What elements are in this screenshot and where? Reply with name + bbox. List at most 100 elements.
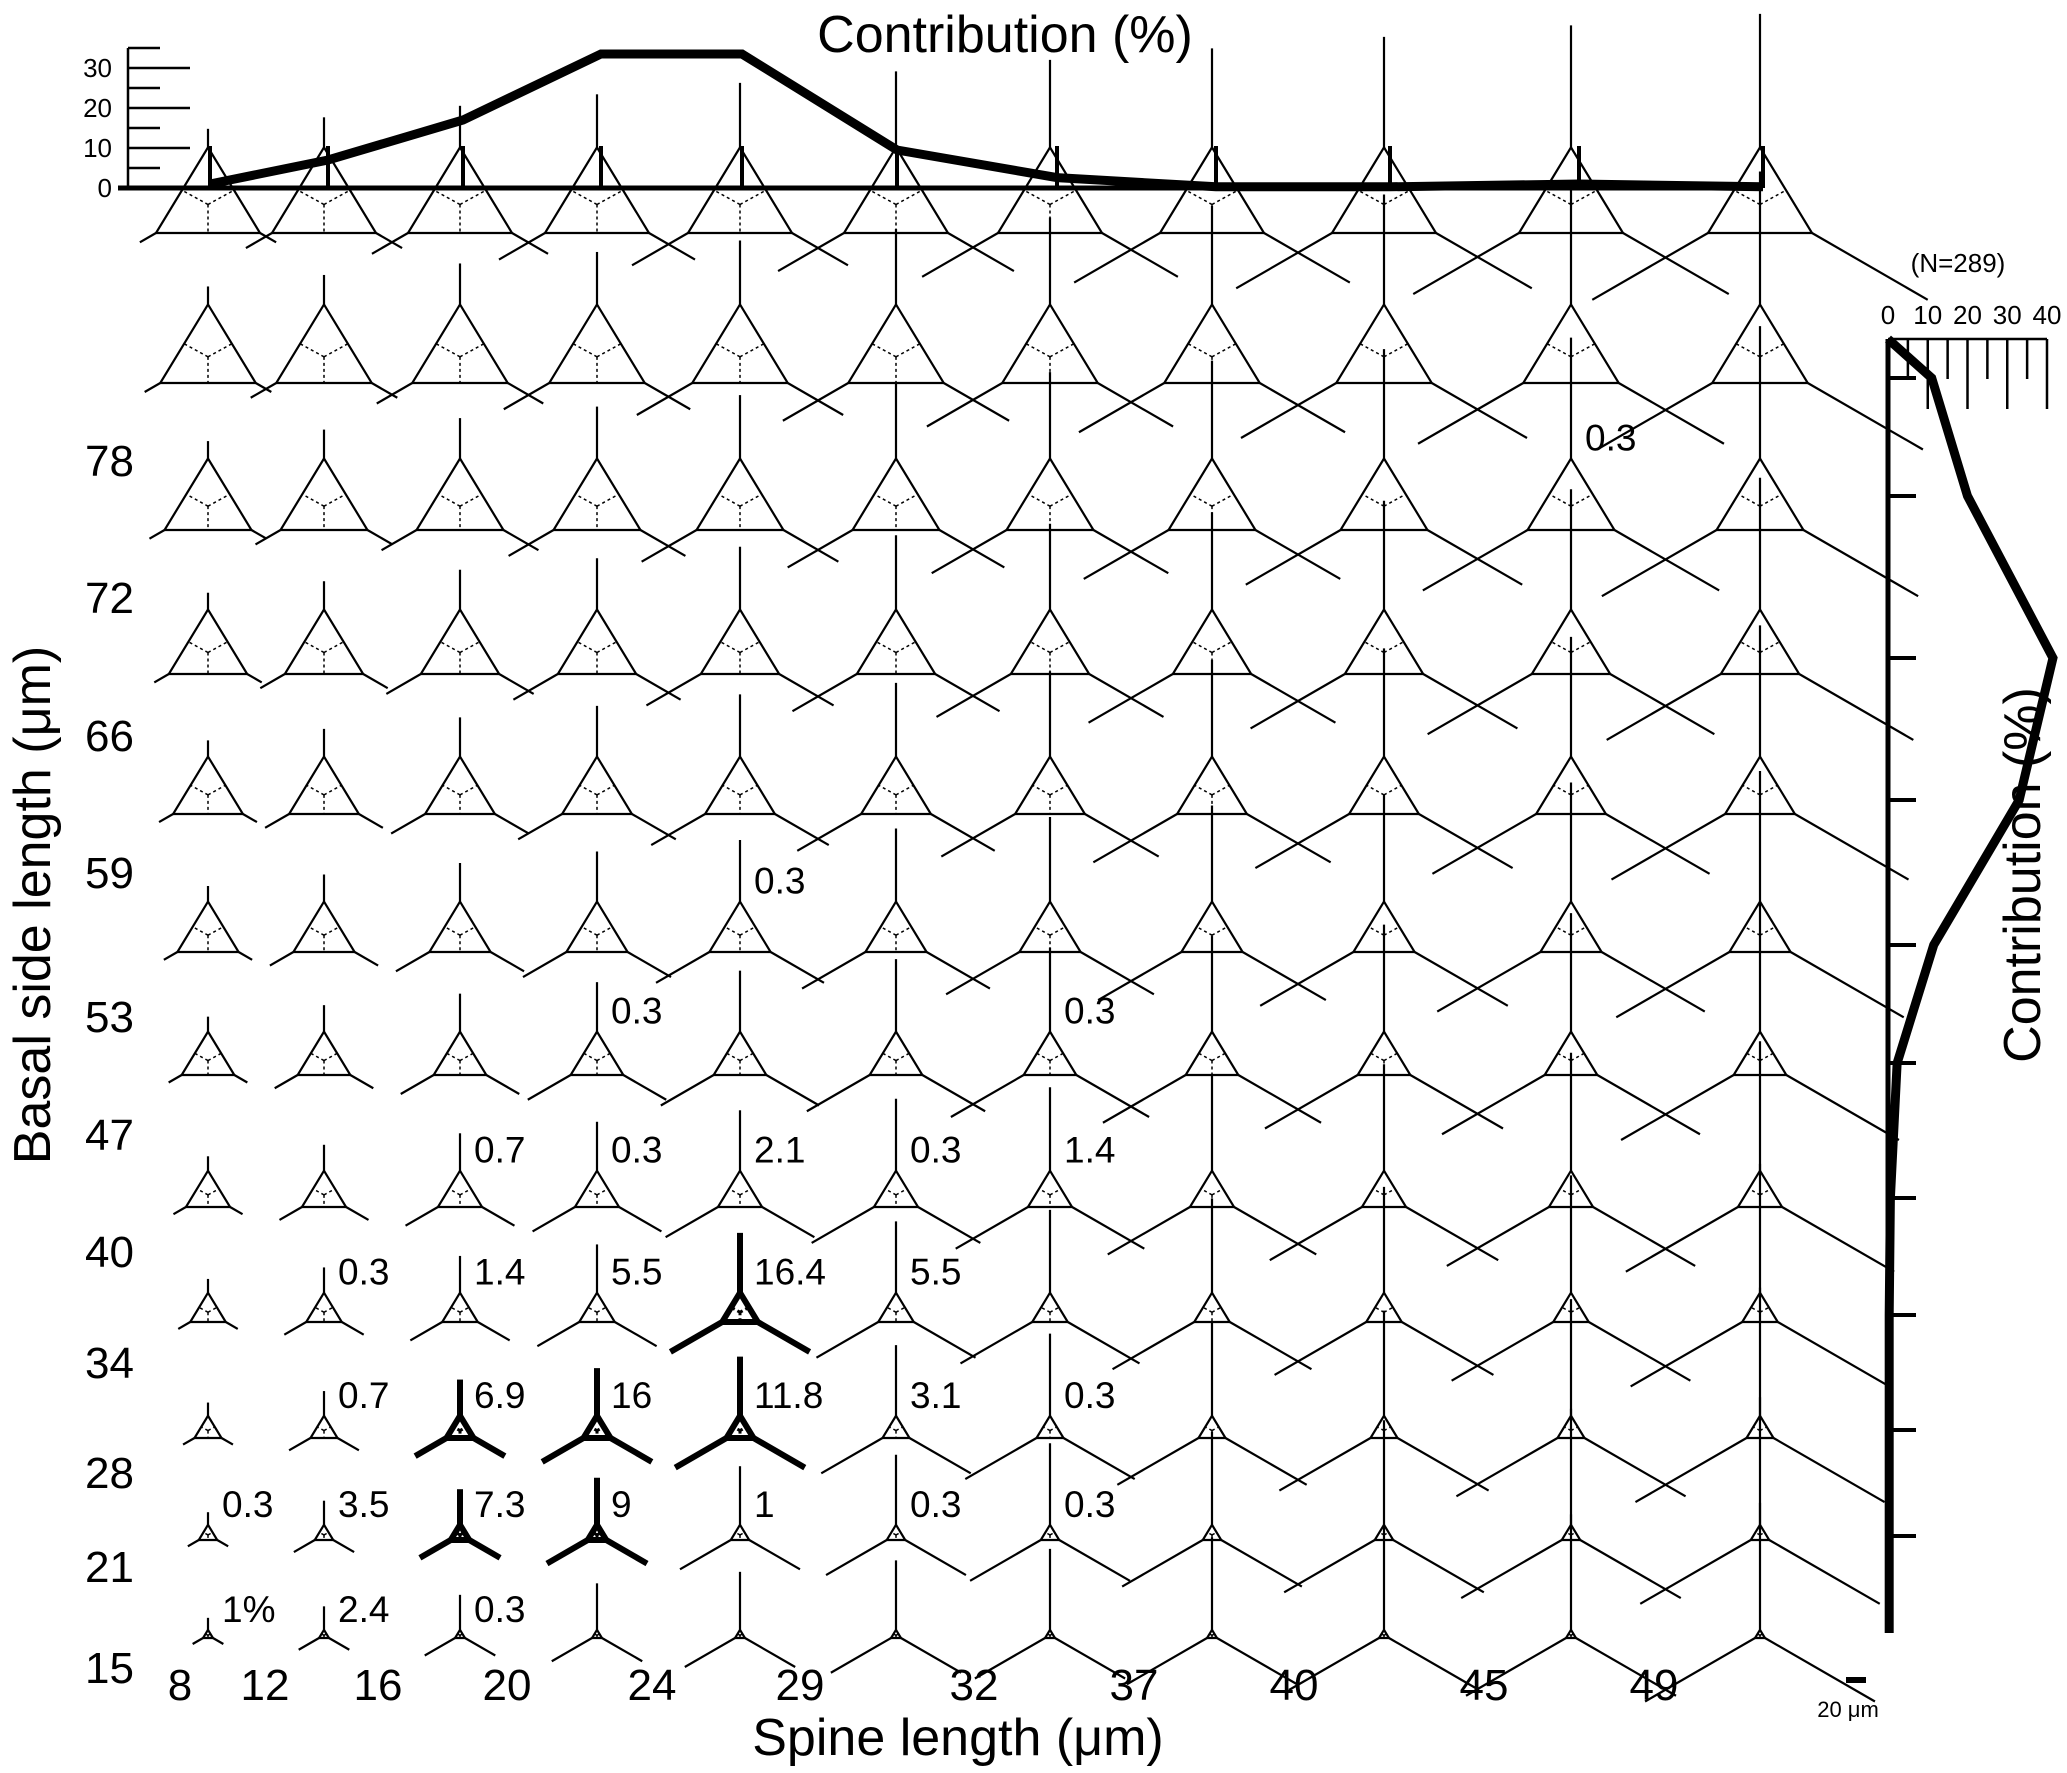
- glyph-inner-line: [1040, 1306, 1051, 1313]
- glyph-right-spine: [371, 382, 398, 399]
- morphotype-glyph: [969, 1443, 1131, 1582]
- glyph-left-spine: [376, 382, 413, 405]
- glyph-inner-line: [589, 1425, 598, 1432]
- glyph-right-spine: [1781, 1206, 1895, 1273]
- glyph-inner-line: [1570, 1306, 1581, 1313]
- glyph-inner-line: [207, 926, 224, 936]
- glyph-right-spine: [926, 951, 991, 990]
- glyph-inner-line: [323, 1188, 336, 1196]
- cell-value-label: 0.3: [1064, 1484, 1115, 1525]
- morphotype-glyph: [1083, 360, 1341, 580]
- morphotype-glyph: [1269, 1064, 1499, 1262]
- morphotype-glyph: [777, 71, 1015, 273]
- top-histogram-axis-label: 0: [98, 173, 112, 203]
- morphotype-glyph: [935, 523, 1165, 718]
- glyph-inner-line: [1198, 1052, 1213, 1062]
- cell-value-label: 2.4: [338, 1589, 389, 1630]
- morphotype-glyph: [424, 1594, 496, 1657]
- glyph-triangle: [1038, 1522, 1062, 1542]
- glyph-inner-line: [183, 343, 209, 358]
- glyph-right-spine: [255, 382, 272, 393]
- glyph-inner-line: [596, 1633, 600, 1636]
- glyph-inner-line: [1570, 641, 1591, 654]
- glyph-left-spine: [1073, 232, 1161, 284]
- glyph-inner-line: [1211, 1426, 1220, 1432]
- glyph-inner-line: [181, 189, 209, 206]
- glyph-right-spine: [1435, 232, 1533, 290]
- glyph-inner-line: [192, 926, 209, 936]
- morphotype-glyph: [645, 546, 835, 707]
- x-tick-label: 49: [1630, 1661, 1679, 1710]
- morphotype-glyph: [1465, 1514, 1677, 1697]
- cell-value-label: 1.4: [1064, 1130, 1115, 1171]
- glyph-right-spine: [778, 673, 835, 707]
- glyph-triangle: [1170, 607, 1254, 676]
- glyph-triangle: [196, 1522, 220, 1542]
- glyph-right-spine: [934, 673, 1001, 713]
- morphotype-glyph: [168, 1016, 248, 1084]
- glyph-inner-line: [323, 1531, 329, 1536]
- glyph-inner-line: [739, 1052, 754, 1062]
- glyph-triangle: [721, 1409, 759, 1441]
- glyph-triangle: [859, 754, 933, 816]
- glyph-inner-line: [1733, 189, 1761, 206]
- glyph-inner-line: [190, 784, 209, 796]
- glyph-right-spine: [1592, 1206, 1696, 1267]
- glyph-left-spine: [1412, 232, 1520, 296]
- glyph-right-spine: [782, 529, 839, 563]
- glyph-right-spine: [1405, 1206, 1499, 1262]
- glyph-right-spine: [1764, 1637, 1876, 1703]
- glyph-inner-line: [1047, 1633, 1051, 1636]
- glyph-left-spine: [782, 382, 849, 422]
- x-tick-label: 37: [1110, 1661, 1159, 1710]
- cell-value-label: 3.1: [910, 1375, 961, 1416]
- glyph-right-spine: [336, 1437, 360, 1452]
- glyph-left-spine: [1634, 1437, 1748, 1504]
- glyph-left-spine: [959, 1321, 1033, 1365]
- glyph-left-spine: [508, 529, 555, 557]
- glyph-left-spine: [1254, 813, 1350, 870]
- morphotype-glyph: [1245, 349, 1523, 586]
- glyph-triangle: [1517, 145, 1625, 235]
- glyph-inner-line: [895, 1633, 899, 1636]
- glyph-inner-line: [323, 189, 351, 206]
- morphotype-glyph: [1264, 924, 1504, 1130]
- morphotype-glyph: [782, 228, 1010, 422]
- glyph-triangle: [1748, 1522, 1772, 1542]
- glyph-inner-line: [739, 343, 765, 358]
- glyph-inner-line: [1209, 1633, 1213, 1636]
- glyph-inner-line: [1381, 1633, 1385, 1636]
- glyph-inner-line: [583, 1052, 598, 1062]
- x-tick-label: 40: [1270, 1661, 1319, 1710]
- glyph-inner-line: [207, 1633, 211, 1636]
- glyph-right-spine: [362, 673, 389, 690]
- glyph-inner-line: [459, 343, 485, 358]
- glyph-triangle: [1551, 1290, 1591, 1324]
- glyph-inner-line: [1036, 1052, 1051, 1062]
- morphotype-glyph: [177, 1278, 239, 1330]
- top-histogram-title: Contribution (%): [817, 6, 1193, 64]
- glyph-inner-line: [713, 189, 741, 206]
- glyph-inner-line: [720, 641, 741, 654]
- glyph-inner-line: [207, 641, 228, 654]
- glyph-inner-line: [1383, 1052, 1398, 1062]
- morphotype-glyph: [1107, 1075, 1317, 1256]
- y-axis-label: Basal side length (μm): [4, 646, 62, 1164]
- glyph-right-spine: [1777, 1321, 1890, 1388]
- glyph-right-spine: [464, 1637, 496, 1657]
- glyph-left-spine: [684, 1637, 736, 1668]
- morphotype-glyph: [1634, 1287, 1886, 1504]
- morphotype-glyph: [806, 959, 986, 1113]
- glyph-triangle: [441, 1409, 479, 1441]
- morphotype-glyph: [182, 1402, 234, 1446]
- glyph-left-spine: [278, 1206, 303, 1221]
- glyph-inner-line: [1759, 189, 1787, 206]
- glyph-right-spine: [748, 1539, 801, 1571]
- glyph-inner-line: [1759, 1426, 1768, 1432]
- glyph-left-spine: [801, 951, 866, 990]
- glyph-inner-line: [726, 1052, 741, 1062]
- glyph-inner-line: [457, 1633, 461, 1636]
- glyph-right-spine: [1414, 951, 1509, 1007]
- glyph-inner-line: [459, 1306, 470, 1313]
